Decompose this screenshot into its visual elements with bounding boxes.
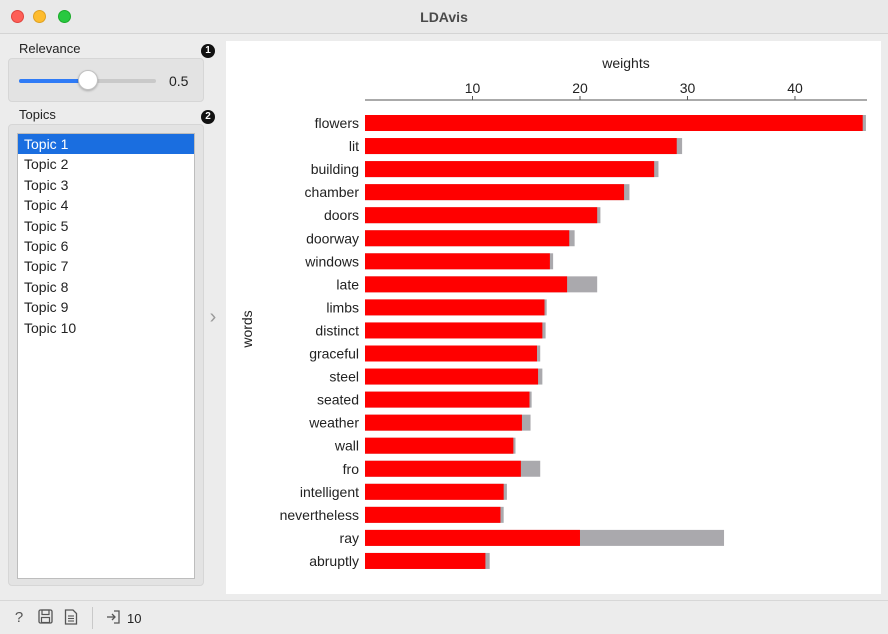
status-bar: ? 10 xyxy=(0,600,888,634)
word-label: ray xyxy=(340,530,359,546)
word-label: doors xyxy=(324,207,359,223)
topic-list-item[interactable]: Topic 1 xyxy=(18,134,194,155)
bar-term-weight xyxy=(365,138,677,155)
x-tick-label: 10 xyxy=(465,80,481,96)
word-label: building xyxy=(311,161,359,177)
bar-term-weight xyxy=(365,552,486,569)
topic-list-item[interactable]: Topic 8 xyxy=(24,278,69,295)
word-label: seated xyxy=(317,392,359,408)
weights-bar-chart: weights 10 20 30 40 words flowers lit building ch… xyxy=(239,55,867,569)
word-label: late xyxy=(336,276,359,292)
y-axis-label: words xyxy=(239,310,255,348)
topic-list-item[interactable]: Topic 10 xyxy=(24,319,77,336)
relevance-label: Relevance xyxy=(19,41,81,56)
bar-term-weight xyxy=(365,230,570,247)
word-label: chamber xyxy=(305,184,360,200)
relevance-info-badge: 1 xyxy=(201,44,215,58)
topic-list-item[interactable]: Topic 3 xyxy=(24,176,69,193)
topics-info-badge: 2 xyxy=(201,110,215,124)
x-tick-label: 40 xyxy=(787,80,803,96)
report-icon[interactable] xyxy=(62,609,80,627)
x-tick-label: 20 xyxy=(572,80,588,96)
word-label: wall xyxy=(334,438,359,454)
bar-term-weight xyxy=(365,322,543,339)
x-axis-label: weights xyxy=(601,55,649,71)
topic-list-item[interactable]: Topic 9 xyxy=(24,299,69,316)
bar-term-weight xyxy=(365,460,521,477)
chevron-right-icon[interactable]: › xyxy=(209,306,217,328)
bar-term-weight xyxy=(365,391,530,408)
close-window-button[interactable] xyxy=(11,10,24,23)
word-label: doorway xyxy=(306,230,359,246)
topic-list-item[interactable]: Topic 6 xyxy=(24,237,69,254)
relevance-slider-fill xyxy=(19,79,88,83)
output-count: 10 xyxy=(127,611,142,626)
bar-term-weight xyxy=(365,299,545,316)
help-icon[interactable]: ? xyxy=(14,609,24,626)
title-bar: LDAvis xyxy=(0,0,888,34)
word-label: nevertheless xyxy=(280,507,359,523)
plot-area: weights 10 20 30 40 words flowers lit building ch… xyxy=(226,41,881,594)
topics-group: Topic 1 Topic 2 Topic 3 Topic 4 Topic 5 Topic… xyxy=(8,124,204,586)
word-label: flowers xyxy=(315,115,359,131)
bar-term-weight xyxy=(365,437,514,454)
topics-label: Topics xyxy=(19,107,56,122)
maximize-window-button[interactable] xyxy=(58,10,71,23)
relevance-value: 0.5 xyxy=(169,73,189,89)
topic-list-item[interactable]: Topic 4 xyxy=(24,197,69,214)
word-label: limbs xyxy=(326,299,359,315)
bar-term-weight xyxy=(365,276,568,293)
bar-term-weight xyxy=(365,345,537,362)
bar-term-weight xyxy=(365,529,580,546)
save-icon[interactable] xyxy=(36,609,54,627)
word-label: weather xyxy=(308,415,359,431)
word-label: graceful xyxy=(309,346,359,362)
x-tick-label: 30 xyxy=(680,80,696,96)
word-label: abruptly xyxy=(309,553,359,569)
bar-term-weight xyxy=(365,253,550,270)
word-label: intelligent xyxy=(300,484,359,500)
bar-term-weight xyxy=(365,483,504,500)
bar-term-weight xyxy=(365,414,522,431)
output-icon xyxy=(104,609,122,627)
relevance-group: 0.5 xyxy=(8,58,204,102)
word-label: fro xyxy=(343,461,360,477)
status-separator xyxy=(92,607,93,629)
bar-term-weight xyxy=(365,161,655,178)
relevance-slider-handle[interactable] xyxy=(77,70,98,90)
topic-list-item[interactable]: Topic 5 xyxy=(24,217,69,234)
word-label: steel xyxy=(329,369,359,385)
topic-list-item[interactable]: Topic 7 xyxy=(24,258,69,275)
bar-term-weight xyxy=(365,506,501,523)
bar-term-weight xyxy=(365,115,863,131)
word-label: lit xyxy=(349,138,359,154)
window-title: LDAvis xyxy=(420,9,468,25)
word-label: windows xyxy=(304,253,359,269)
bar-term-weight xyxy=(365,207,598,224)
bar-term-weight xyxy=(365,368,539,385)
topics-list[interactable]: Topic 1 Topic 2 Topic 3 Topic 4 Topic 5 Topic… xyxy=(17,133,195,579)
minimize-window-button[interactable] xyxy=(33,10,46,23)
bar-term-weight xyxy=(365,184,625,201)
topic-list-item[interactable]: Topic 2 xyxy=(24,156,69,173)
word-label: distinct xyxy=(315,322,359,338)
